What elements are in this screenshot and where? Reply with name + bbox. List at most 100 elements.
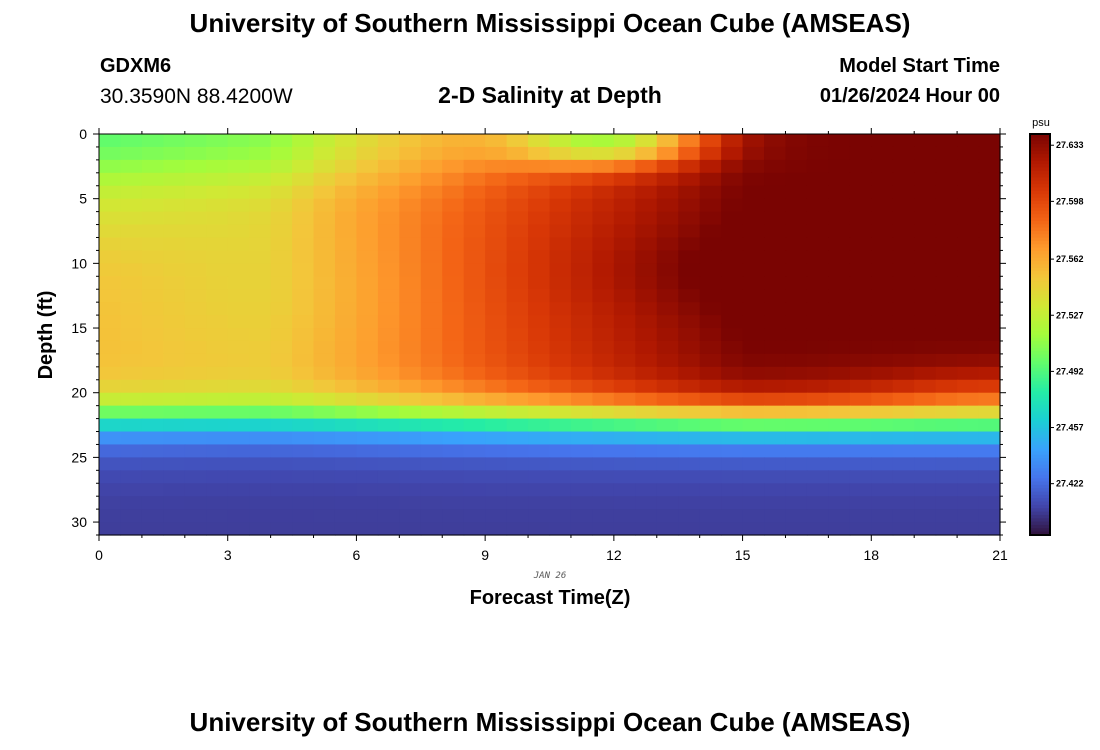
heatmap-cell bbox=[377, 340, 400, 355]
heatmap-cell bbox=[828, 224, 851, 239]
heatmap-cell bbox=[420, 134, 443, 148]
heatmap-cell bbox=[249, 237, 272, 252]
heatmap-cell bbox=[141, 302, 164, 316]
heatmap-cell bbox=[313, 379, 336, 394]
heatmap-cell bbox=[506, 405, 529, 420]
heatmap-cell bbox=[506, 172, 529, 187]
heatmap-cell bbox=[635, 509, 658, 523]
colorbar-segment bbox=[1030, 488, 1050, 493]
colorbar-segment bbox=[1030, 194, 1050, 199]
heatmap-cell bbox=[227, 405, 250, 420]
heatmap-cell bbox=[570, 315, 593, 329]
heatmap-cell bbox=[957, 224, 980, 239]
heatmap-cell bbox=[592, 302, 615, 316]
x-tick-label: 21 bbox=[992, 547, 1008, 563]
heatmap-cell bbox=[442, 483, 465, 497]
heatmap-cell bbox=[184, 483, 207, 497]
heatmap-cell bbox=[184, 392, 207, 407]
station-id: GDXM6 bbox=[100, 55, 172, 77]
heatmap-cell bbox=[978, 431, 1001, 446]
heatmap-cell bbox=[806, 405, 829, 420]
heatmap-cell bbox=[914, 340, 937, 355]
heatmap-cell bbox=[978, 276, 1001, 290]
heatmap-cell bbox=[978, 379, 1001, 394]
heatmap-cell bbox=[978, 263, 1001, 277]
heatmap-cell bbox=[485, 418, 508, 433]
colorbar-segment bbox=[1030, 307, 1050, 312]
heatmap-cell bbox=[528, 483, 551, 497]
heatmap-cell bbox=[270, 483, 293, 497]
heatmap-cell bbox=[957, 276, 980, 290]
heatmap-cell bbox=[678, 353, 701, 368]
heatmap-cell bbox=[592, 134, 615, 148]
heatmap-cell bbox=[785, 289, 808, 303]
heatmap-cell bbox=[935, 134, 958, 148]
colorbar-segment bbox=[1030, 147, 1050, 152]
heatmap-cell bbox=[463, 198, 486, 213]
colorbar-segment bbox=[1030, 441, 1050, 446]
heatmap-cell bbox=[120, 496, 143, 510]
heatmap-cell bbox=[978, 224, 1001, 239]
heatmap-cell bbox=[227, 496, 250, 510]
heatmap-cell bbox=[892, 159, 915, 174]
heatmap-cell bbox=[184, 418, 207, 433]
colorbar-tick-label: 27.633 bbox=[1056, 140, 1084, 150]
heatmap-cell bbox=[485, 392, 508, 407]
heatmap-cell bbox=[828, 211, 851, 226]
heatmap-cell bbox=[292, 522, 315, 536]
heatmap-cell bbox=[528, 522, 551, 536]
heatmap-cell bbox=[935, 444, 958, 458]
heatmap-cell bbox=[721, 483, 744, 497]
heatmap-cell bbox=[163, 340, 186, 355]
colorbar-segment bbox=[1030, 237, 1050, 242]
heatmap-cell bbox=[292, 483, 315, 497]
heatmap-cell bbox=[420, 392, 443, 407]
heatmap-cell bbox=[270, 263, 293, 277]
heatmap-cell bbox=[120, 250, 143, 264]
heatmap-cell bbox=[184, 224, 207, 239]
heatmap-cell bbox=[163, 418, 186, 433]
heatmap-cell bbox=[249, 470, 272, 484]
heatmap-cell bbox=[184, 302, 207, 316]
heatmap-cell bbox=[785, 224, 808, 239]
heatmap-cell bbox=[935, 289, 958, 303]
heatmap-cell bbox=[399, 470, 422, 484]
heatmap-cell bbox=[549, 392, 572, 407]
heatmap-cell bbox=[764, 276, 787, 290]
colorbar-segment bbox=[1030, 431, 1050, 436]
heatmap-cell bbox=[914, 353, 937, 368]
heatmap-cell bbox=[399, 302, 422, 316]
heatmap-cell bbox=[849, 457, 872, 471]
heatmap-cell bbox=[549, 185, 572, 200]
heatmap-cell bbox=[120, 198, 143, 213]
heatmap-cell bbox=[806, 522, 829, 536]
heatmap-cell bbox=[656, 340, 679, 355]
colorbar-segment bbox=[1030, 291, 1050, 295]
heatmap-cell bbox=[806, 340, 829, 355]
colorbar-segment bbox=[1030, 511, 1050, 516]
colorbar-segment bbox=[1030, 367, 1050, 372]
heatmap-cell bbox=[292, 457, 315, 471]
heatmap-cell bbox=[914, 172, 937, 187]
heatmap-cell bbox=[377, 522, 400, 536]
heatmap-cell bbox=[678, 496, 701, 510]
heatmap-cell bbox=[871, 302, 894, 316]
heatmap-cell bbox=[914, 379, 937, 394]
heatmap-cell bbox=[892, 276, 915, 290]
heatmap-cell bbox=[292, 185, 315, 200]
colorbar-segment bbox=[1030, 357, 1050, 362]
heatmap-cell bbox=[828, 444, 851, 458]
heatmap-cell bbox=[334, 522, 358, 536]
heatmap-cell bbox=[978, 172, 1001, 187]
heatmap-cell bbox=[399, 379, 422, 394]
heatmap-cell bbox=[420, 146, 443, 161]
heatmap-cell bbox=[828, 379, 851, 394]
heatmap-cell bbox=[292, 444, 315, 458]
heatmap-cell bbox=[141, 250, 164, 264]
heatmap-cell bbox=[764, 431, 787, 446]
heatmap-cell bbox=[227, 302, 250, 316]
heatmap-cell bbox=[356, 302, 379, 316]
heatmap-cell bbox=[935, 522, 958, 536]
colorbar-segment bbox=[1030, 197, 1050, 202]
colorbar-segment bbox=[1030, 384, 1050, 389]
